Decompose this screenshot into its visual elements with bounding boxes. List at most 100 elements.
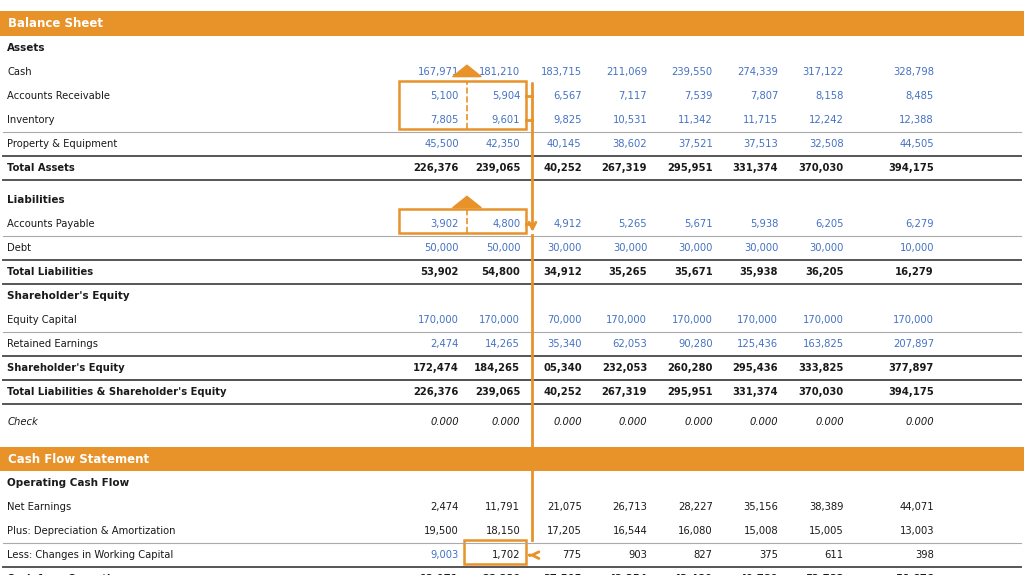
Text: 3,902: 3,902 bbox=[430, 219, 459, 229]
Text: 35,671: 35,671 bbox=[674, 267, 713, 277]
Text: Shareholder's Equity: Shareholder's Equity bbox=[7, 363, 125, 373]
Text: 398: 398 bbox=[915, 550, 934, 560]
Text: 44,505: 44,505 bbox=[899, 139, 934, 148]
Text: 2,474: 2,474 bbox=[430, 339, 459, 348]
Text: Less: Changes in Working Capital: Less: Changes in Working Capital bbox=[7, 550, 173, 560]
Bar bbox=[0, 447, 1024, 472]
Text: 170,000: 170,000 bbox=[737, 315, 778, 325]
Text: 331,374: 331,374 bbox=[732, 386, 778, 397]
Text: 827: 827 bbox=[693, 550, 713, 560]
Polygon shape bbox=[453, 65, 481, 76]
Text: 260,280: 260,280 bbox=[668, 363, 713, 373]
Text: 125,436: 125,436 bbox=[737, 339, 778, 348]
Text: 377,897: 377,897 bbox=[889, 363, 934, 373]
Text: 9,825: 9,825 bbox=[553, 114, 582, 125]
Text: 170,000: 170,000 bbox=[418, 315, 459, 325]
Text: 7,807: 7,807 bbox=[750, 91, 778, 101]
Text: 0.000: 0.000 bbox=[684, 417, 713, 427]
Text: 232,053: 232,053 bbox=[602, 363, 647, 373]
Text: Shareholder's Equity: Shareholder's Equity bbox=[7, 291, 130, 301]
Text: 170,000: 170,000 bbox=[479, 315, 520, 325]
Text: 38,389: 38,389 bbox=[809, 502, 844, 512]
Text: 26,713: 26,713 bbox=[612, 502, 647, 512]
Text: 5,100: 5,100 bbox=[430, 91, 459, 101]
Text: 12,388: 12,388 bbox=[899, 114, 934, 125]
Text: 2,474: 2,474 bbox=[430, 502, 459, 512]
Text: 9,601: 9,601 bbox=[492, 114, 520, 125]
Text: 4,800: 4,800 bbox=[493, 219, 520, 229]
Text: Check: Check bbox=[7, 417, 38, 427]
Text: 7,117: 7,117 bbox=[618, 91, 647, 101]
Text: 0.000: 0.000 bbox=[492, 417, 520, 427]
Text: Assets: Assets bbox=[7, 43, 46, 53]
Text: 394,175: 394,175 bbox=[888, 163, 934, 172]
Text: 54,800: 54,800 bbox=[481, 267, 520, 277]
Text: 11,791: 11,791 bbox=[485, 502, 520, 512]
Text: 0.000: 0.000 bbox=[750, 417, 778, 427]
Text: 4,912: 4,912 bbox=[553, 219, 582, 229]
Text: 11,342: 11,342 bbox=[678, 114, 713, 125]
Text: 45,500: 45,500 bbox=[424, 139, 459, 148]
Text: 12,242: 12,242 bbox=[809, 114, 844, 125]
Bar bbox=[399, 209, 526, 233]
Text: 30,000: 30,000 bbox=[612, 243, 647, 253]
Text: 170,000: 170,000 bbox=[606, 315, 647, 325]
Text: 211,069: 211,069 bbox=[606, 67, 647, 76]
Text: 37,521: 37,521 bbox=[678, 139, 713, 148]
Text: 32,508: 32,508 bbox=[809, 139, 844, 148]
Text: Debt: Debt bbox=[7, 243, 31, 253]
Text: 35,340: 35,340 bbox=[547, 339, 582, 348]
Text: 295,951: 295,951 bbox=[667, 386, 713, 397]
Text: 370,030: 370,030 bbox=[799, 386, 844, 397]
Text: 37,513: 37,513 bbox=[743, 139, 778, 148]
Text: Inventory: Inventory bbox=[7, 114, 54, 125]
Text: 30,000: 30,000 bbox=[547, 243, 582, 253]
Text: 375: 375 bbox=[759, 550, 778, 560]
Text: Liabilities: Liabilities bbox=[7, 195, 65, 205]
Bar bbox=[399, 81, 526, 129]
Text: 28,227: 28,227 bbox=[678, 502, 713, 512]
Text: 267,319: 267,319 bbox=[602, 163, 647, 172]
Text: 0.000: 0.000 bbox=[618, 417, 647, 427]
Text: 207,897: 207,897 bbox=[893, 339, 934, 348]
Text: 38,602: 38,602 bbox=[612, 139, 647, 148]
Text: 42,350: 42,350 bbox=[485, 139, 520, 148]
Text: 35,938: 35,938 bbox=[739, 267, 778, 277]
Text: 183,715: 183,715 bbox=[541, 67, 582, 76]
Text: 611: 611 bbox=[824, 550, 844, 560]
Text: Accounts Receivable: Accounts Receivable bbox=[7, 91, 111, 101]
Text: 40,252: 40,252 bbox=[543, 163, 582, 172]
Text: 328,798: 328,798 bbox=[893, 67, 934, 76]
Text: 167,971: 167,971 bbox=[418, 67, 459, 76]
Text: Cash Flow Statement: Cash Flow Statement bbox=[8, 453, 150, 466]
Text: 172,474: 172,474 bbox=[413, 363, 459, 373]
Text: 0.000: 0.000 bbox=[430, 417, 459, 427]
Text: 40,252: 40,252 bbox=[543, 386, 582, 397]
Text: 170,000: 170,000 bbox=[803, 315, 844, 325]
Text: 10,531: 10,531 bbox=[612, 114, 647, 125]
Text: 36,205: 36,205 bbox=[805, 267, 844, 277]
Text: 05,340: 05,340 bbox=[543, 363, 582, 373]
Text: Cash: Cash bbox=[7, 67, 32, 76]
Text: 170,000: 170,000 bbox=[672, 315, 713, 325]
Text: 775: 775 bbox=[562, 550, 582, 560]
Text: 6,205: 6,205 bbox=[815, 219, 844, 229]
Text: 0.000: 0.000 bbox=[553, 417, 582, 427]
Text: 8,158: 8,158 bbox=[815, 91, 844, 101]
Text: 52,783: 52,783 bbox=[805, 574, 844, 575]
Text: Cash from Operations: Cash from Operations bbox=[7, 574, 130, 575]
Text: 14,265: 14,265 bbox=[485, 339, 520, 348]
Text: 34,912: 34,912 bbox=[543, 267, 582, 277]
Text: 333,825: 333,825 bbox=[799, 363, 844, 373]
Text: 30,000: 30,000 bbox=[809, 243, 844, 253]
Text: 35,156: 35,156 bbox=[743, 502, 778, 512]
Text: 0.000: 0.000 bbox=[905, 417, 934, 427]
Text: 1,702: 1,702 bbox=[492, 550, 520, 560]
Text: 16,080: 16,080 bbox=[678, 526, 713, 536]
Text: Retained Earnings: Retained Earnings bbox=[7, 339, 98, 348]
Text: 21,075: 21,075 bbox=[547, 502, 582, 512]
Bar bbox=[0, 12, 1024, 36]
Text: 49,789: 49,789 bbox=[739, 574, 778, 575]
Text: 394,175: 394,175 bbox=[888, 386, 934, 397]
Text: 226,376: 226,376 bbox=[414, 163, 459, 172]
